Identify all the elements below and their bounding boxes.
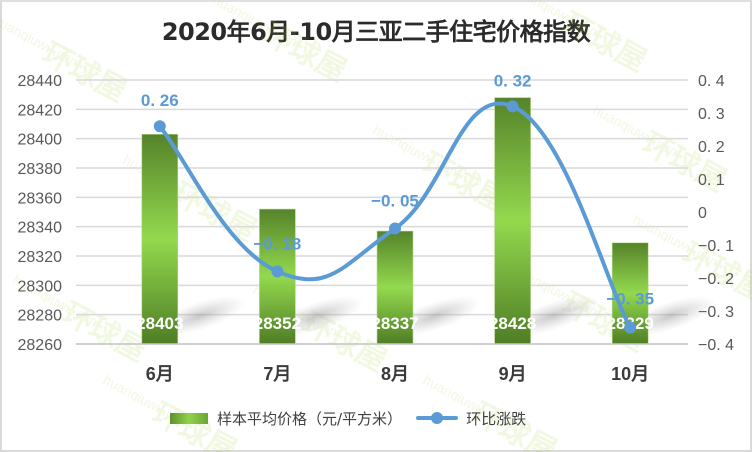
bar-data-labels: 2840328352283372842828329 <box>136 314 654 333</box>
line-marker-icon <box>416 411 459 425</box>
svg-text:0: 0 <box>698 205 707 222</box>
right-axis: 0. 40. 30. 20. 10−0. 1−0. 2−0. 3−0. 4 <box>698 73 734 354</box>
svg-text:0. 1: 0. 1 <box>698 172 725 189</box>
svg-text:28420: 28420 <box>18 102 63 119</box>
legend-item-price: 样本平均价格（元/平方米） <box>170 408 402 429</box>
svg-text:0. 4: 0. 4 <box>698 73 725 90</box>
svg-text:6月: 6月 <box>146 364 174 384</box>
bar-series <box>141 97 649 345</box>
svg-text:huanqiuwu.com: huanqiuwu.com <box>590 102 684 162</box>
svg-text:8月: 8月 <box>381 364 409 384</box>
svg-text:28400: 28400 <box>18 132 63 149</box>
svg-text:0. 2: 0. 2 <box>698 139 725 156</box>
svg-text:−0. 35: −0. 35 <box>606 290 654 309</box>
svg-text:28260: 28260 <box>18 337 63 354</box>
svg-text:28300: 28300 <box>18 278 63 295</box>
svg-text:0. 26: 0. 26 <box>141 91 179 110</box>
svg-text:28440: 28440 <box>18 73 63 90</box>
legend-item-change: 环比涨跌 <box>402 408 526 429</box>
svg-text:−0. 05: −0. 05 <box>371 192 419 211</box>
svg-text:−0. 18: −0. 18 <box>254 234 302 253</box>
svg-text:28403: 28403 <box>136 314 183 333</box>
svg-text:7月: 7月 <box>263 364 291 384</box>
line-series <box>153 100 637 334</box>
legend-label-price: 样本平均价格（元/平方米） <box>217 409 403 428</box>
chart-title: 2020年6月-10月三亚二手住宅价格指数 <box>161 18 591 46</box>
svg-text:−0. 1: −0. 1 <box>698 238 734 255</box>
svg-text:0. 32: 0. 32 <box>494 71 532 90</box>
svg-text:0. 3: 0. 3 <box>698 106 725 123</box>
svg-text:−0. 2: −0. 2 <box>698 271 734 288</box>
svg-text:28337: 28337 <box>371 314 418 333</box>
svg-text:−0. 4: −0. 4 <box>698 337 734 354</box>
svg-text:28320: 28320 <box>18 249 63 266</box>
svg-text:28352: 28352 <box>254 314 301 333</box>
x-axis: 6月 7月 8月 9月 10月 <box>76 343 688 384</box>
svg-text:9月: 9月 <box>499 364 527 384</box>
left-axis: 28440 28420 28400 28380 28360 28340 28320 28300… <box>18 73 63 354</box>
svg-text:28428: 28428 <box>489 314 536 333</box>
svg-text:28380: 28380 <box>18 161 63 178</box>
svg-text:10月: 10月 <box>611 364 649 384</box>
legend: 样本平均价格（元/平方米） 环比涨跌 <box>170 407 526 429</box>
svg-text:28340: 28340 <box>18 220 63 237</box>
bar-swatch-icon <box>170 412 208 424</box>
line-data-labels: 0. 26 −0. 18 −0. 05 0. 32 −0. 35 <box>141 71 654 308</box>
svg-text:28360: 28360 <box>18 190 63 207</box>
svg-text:28280: 28280 <box>18 308 63 325</box>
legend-label-change: 环比涨跌 <box>466 409 527 428</box>
